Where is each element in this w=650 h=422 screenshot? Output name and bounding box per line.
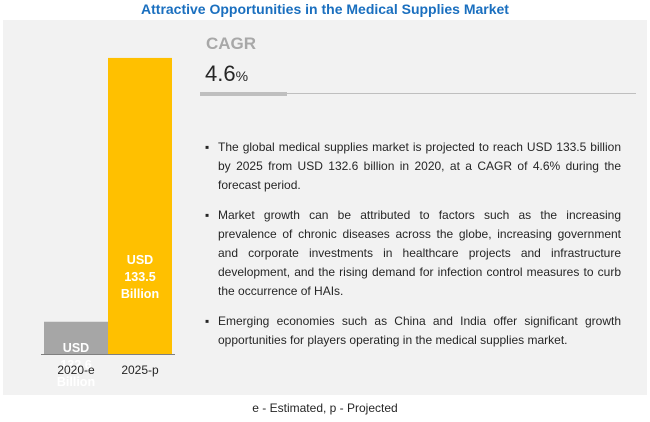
bullet-text: Emerging economies such as China and Ind… (218, 313, 621, 347)
bullet-text: The global medical supplies market is pr… (218, 140, 621, 193)
cagr-divider-accent (200, 92, 287, 96)
footnote: e - Estimated, p - Projected (252, 401, 398, 415)
bullet-text: Market growth can be attributed to facto… (218, 207, 621, 299)
cagr-label: CAGR (206, 34, 257, 53)
bar-data-label: Billion (57, 375, 95, 389)
cagr-unit: % (235, 68, 249, 84)
cagr-divider (200, 93, 636, 94)
bar-data-label: 133.5 (124, 270, 155, 284)
bullet-item: ▪ Emerging economies such as China and In… (201, 312, 621, 350)
bullet-dot-icon: ▪ (205, 207, 210, 222)
bullet-dot-icon: ▪ (205, 313, 210, 328)
page-title: Attractive Opportunities in the Medical … (141, 1, 509, 17)
bar-data-label: 132.6 (60, 358, 91, 372)
bullet-item: ▪ The global medical supplies market is p… (201, 138, 621, 196)
cagr-number: 4.6 (205, 61, 236, 86)
bullet-item: ▪ Market growth can be attributed to fact… (201, 206, 621, 302)
bullet-dot-icon: ▪ (205, 140, 210, 154)
x-tick-label: 2025-p (121, 363, 159, 377)
bar-2025-p (108, 57, 172, 355)
bar-data-label: USD (63, 341, 89, 355)
bullet-list: ▪ The global medical supplies market is p… (201, 138, 621, 360)
bar-data-label: USD (127, 253, 153, 267)
cagr-value: 4.6% (205, 61, 248, 87)
bar-2020-e (44, 321, 108, 354)
x-tick-label: 2020-e (57, 363, 95, 377)
bar-data-label: Billion (121, 287, 159, 301)
